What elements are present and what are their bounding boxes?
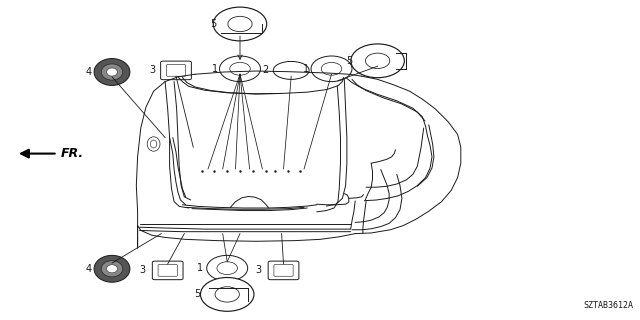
- Text: FR.: FR.: [61, 147, 84, 160]
- Ellipse shape: [207, 255, 248, 281]
- Ellipse shape: [94, 59, 130, 85]
- Ellipse shape: [311, 56, 352, 82]
- Text: SZTAB3612A: SZTAB3612A: [584, 301, 634, 310]
- FancyBboxPatch shape: [161, 61, 191, 80]
- Ellipse shape: [321, 62, 342, 75]
- Ellipse shape: [220, 56, 260, 82]
- Ellipse shape: [230, 62, 250, 75]
- FancyBboxPatch shape: [274, 265, 293, 276]
- Ellipse shape: [200, 277, 254, 311]
- Ellipse shape: [107, 68, 117, 76]
- FancyBboxPatch shape: [268, 261, 299, 280]
- Text: 5: 5: [194, 289, 200, 300]
- Ellipse shape: [147, 137, 160, 151]
- Ellipse shape: [215, 287, 239, 302]
- FancyBboxPatch shape: [166, 65, 186, 76]
- Ellipse shape: [228, 16, 252, 32]
- FancyBboxPatch shape: [152, 261, 183, 280]
- Ellipse shape: [213, 7, 267, 41]
- Ellipse shape: [101, 64, 123, 80]
- Ellipse shape: [107, 265, 117, 273]
- Text: 3: 3: [140, 265, 146, 276]
- Text: 5: 5: [346, 56, 352, 66]
- Text: 5: 5: [210, 19, 216, 29]
- Text: 1: 1: [303, 64, 309, 74]
- Text: 1: 1: [197, 263, 204, 273]
- FancyBboxPatch shape: [158, 265, 177, 276]
- Circle shape: [273, 61, 309, 79]
- Text: 2: 2: [262, 65, 269, 76]
- Ellipse shape: [150, 140, 157, 148]
- Ellipse shape: [351, 44, 404, 78]
- Text: 4: 4: [85, 67, 92, 77]
- Text: 4: 4: [85, 264, 92, 274]
- Text: 3: 3: [149, 65, 156, 76]
- Ellipse shape: [101, 261, 123, 277]
- Ellipse shape: [217, 262, 237, 275]
- Ellipse shape: [94, 255, 130, 282]
- Text: 3: 3: [255, 265, 261, 276]
- Ellipse shape: [365, 53, 390, 68]
- Text: 1: 1: [211, 64, 218, 74]
